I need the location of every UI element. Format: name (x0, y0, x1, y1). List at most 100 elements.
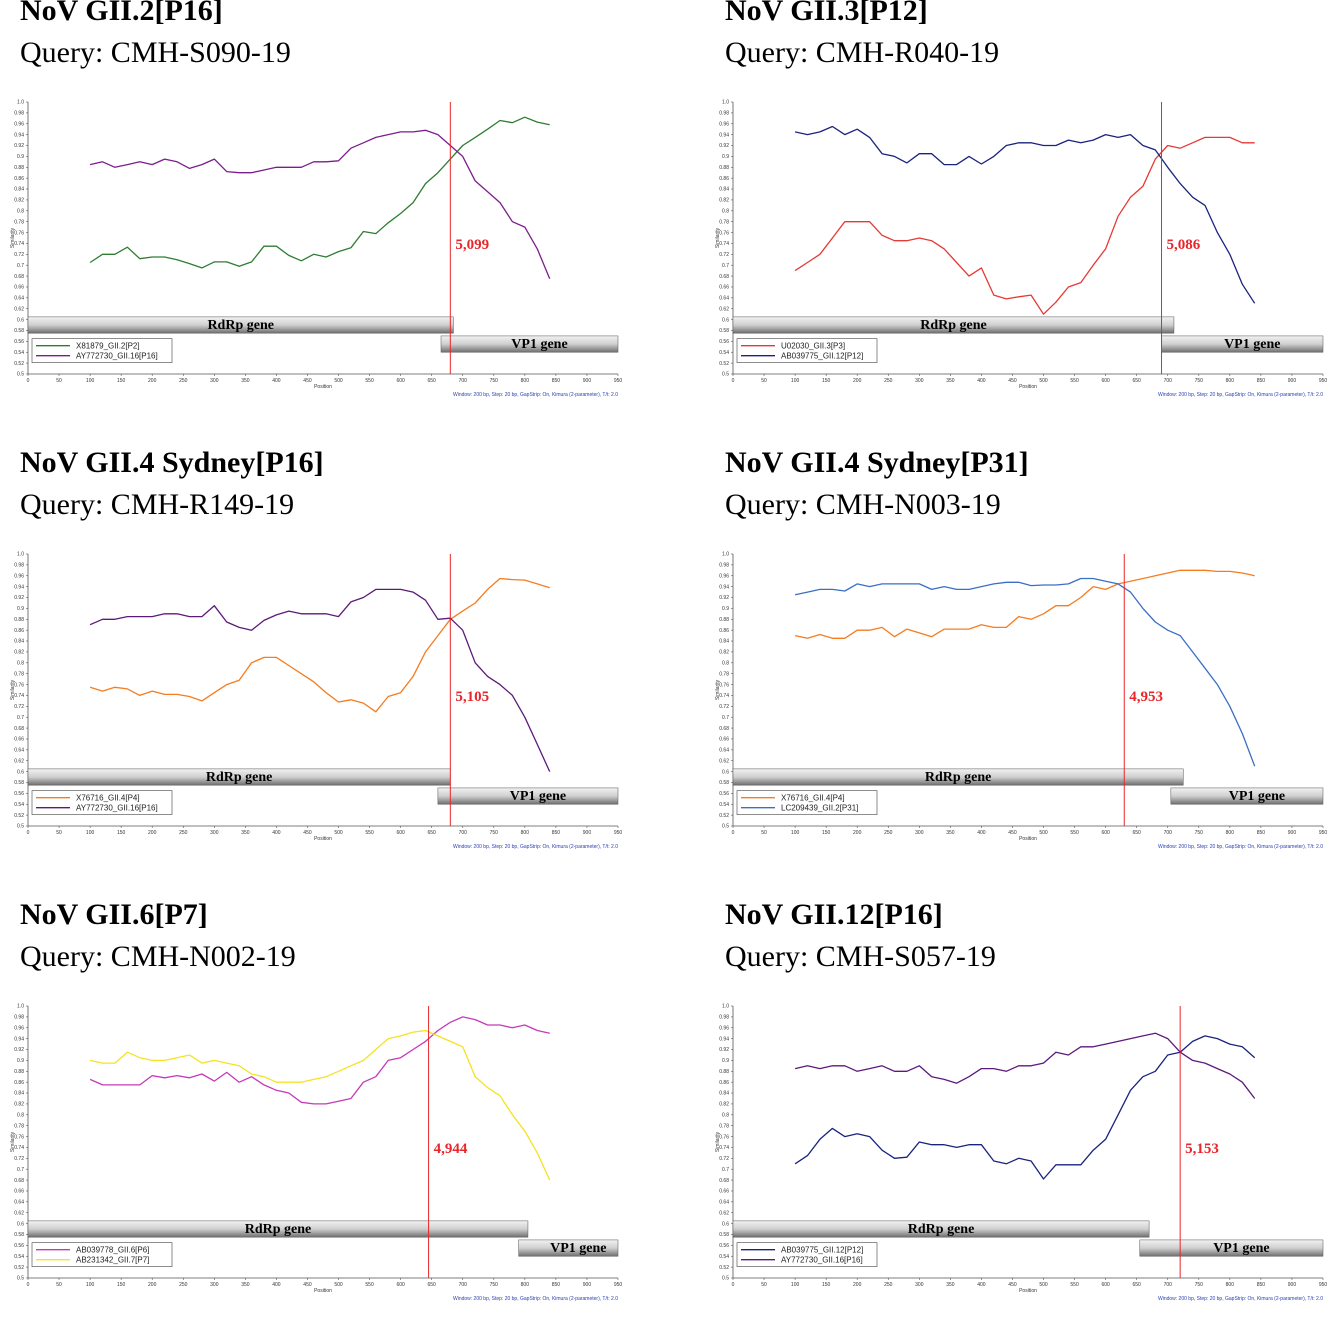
x-tick-label: 600 (396, 830, 405, 836)
window-settings-note: Window: 200 bp, Step: 20 bp, GapStrip: O… (1158, 1296, 1323, 1302)
y-tick-label: 0.58 (14, 1232, 24, 1238)
y-tick-label: 0.7 (722, 263, 729, 269)
chart-title: NoV GII.6[P7] (20, 898, 208, 931)
breakpoint-label: 5,153 (1185, 1141, 1219, 1157)
x-tick-label: 0 (27, 830, 30, 836)
y-tick-label: 0.88 (14, 165, 24, 171)
y-tick-label: 0.78 (14, 1123, 24, 1129)
chart-query: Query: CMH-S090-19 (20, 36, 291, 69)
x-tick-label: 250 (179, 378, 188, 384)
y-tick-label: 0.66 (719, 737, 729, 743)
y-tick-label: 1.0 (17, 1004, 24, 1010)
y-tick-label: 0.6 (17, 317, 24, 323)
chart-title: NoV GII.3[P12] (725, 0, 928, 27)
x-tick-label: 900 (583, 1282, 592, 1288)
y-tick-label: 0.88 (719, 1069, 729, 1075)
y-tick-label: 0.94 (719, 1036, 729, 1042)
y-tick-label: 0.96 (719, 1025, 729, 1031)
x-tick-label: 450 (303, 378, 312, 384)
y-tick-label: 0.6 (722, 1221, 729, 1227)
similarity-plot: 0.5 0.52 0.54 0.56 0.58 0.6 0.62 0.64 0.66 0.68 0.… (10, 100, 622, 398)
y-tick-label: 0.54 (14, 802, 24, 808)
y-tick-label: 0.98 (719, 563, 729, 569)
x-tick-label: 700 (459, 378, 468, 384)
series-line-2 (89, 1029, 551, 1181)
y-tick-label: 0.56 (14, 339, 24, 345)
y-tick-label: 0.96 (719, 573, 729, 579)
y-tick-label: 0.66 (719, 1189, 729, 1195)
y-tick-label: 0.66 (719, 285, 729, 291)
y-tick-label: 0.52 (719, 1265, 729, 1271)
y-tick-label: 0.94 (719, 584, 729, 590)
x-tick-label: 50 (761, 378, 767, 384)
y-tick-label: 0.66 (14, 285, 24, 291)
x-tick-label: 950 (1319, 378, 1328, 384)
legend-entry: AB231342_GII.7[P7] (76, 1256, 149, 1265)
y-tick-label: 0.98 (719, 1015, 729, 1021)
y-tick-label: 0.64 (719, 296, 729, 302)
y-tick-label: 0.82 (14, 650, 24, 656)
x-tick-label: 200 (853, 1282, 862, 1288)
y-tick-label: 0.52 (719, 361, 729, 367)
y-tick-label: 0.94 (14, 132, 24, 138)
y-tick-label: 0.78 (719, 671, 729, 677)
vp1-gene-bar (1170, 787, 1324, 805)
vp1-gene-label: VP1 gene (1224, 337, 1280, 352)
y-tick-label: 0.8 (17, 209, 24, 215)
y-tick-label: 0.64 (719, 748, 729, 754)
legend-entry: AY772730_GII.16[P16] (781, 1256, 863, 1265)
similarity-plot: 0.5 0.52 0.54 0.56 0.58 0.6 0.62 0.64 0.66 0.68 0.… (10, 1004, 623, 1302)
y-tick-label: 0.72 (14, 704, 24, 710)
series-line-2 (794, 577, 1256, 767)
series-line-2 (89, 129, 551, 280)
x-tick-label: 0 (27, 378, 30, 384)
x-tick-label: 800 (521, 1282, 530, 1288)
x-tick-label: 850 (552, 1282, 561, 1288)
chart-panel-3: NoV GII.4 Sydney[P16] Query: CMH-R149-19… (0, 446, 640, 892)
chart-query: Query: CMH-S057-19 (725, 940, 996, 973)
breakpoint-label: 5,105 (455, 689, 489, 705)
breakpoint-label: 5,099 (455, 237, 489, 253)
y-tick-label: 0.7 (722, 715, 729, 721)
x-tick-label: 0 (732, 1282, 735, 1288)
legend-entry: U02030_GII.3[P3] (781, 342, 845, 351)
legend-entry: X76716_GII.4[P4] (781, 794, 845, 803)
y-tick-label: 0.5 (722, 1276, 729, 1282)
y-tick-label: 0.92 (719, 595, 729, 601)
y-tick-label: 0.96 (14, 573, 24, 579)
series-line-2 (794, 125, 1256, 304)
x-tick-label: 500 (1039, 1282, 1048, 1288)
x-tick-label: 400 (977, 830, 986, 836)
rdrp-gene-label: RdRp gene (925, 770, 992, 785)
y-tick-label: 1.0 (17, 100, 24, 106)
y-tick-label: 1.0 (722, 1004, 729, 1010)
x-tick-label: 650 (1133, 830, 1142, 836)
x-tick-label: 850 (1257, 1282, 1266, 1288)
x-axis-title: Position (1019, 836, 1037, 842)
x-tick-label: 300 (915, 1282, 924, 1288)
y-tick-label: 0.58 (719, 1232, 729, 1238)
rdrp-gene-bar (27, 1220, 529, 1238)
y-tick-label: 0.98 (719, 111, 729, 117)
y-tick-label: 0.82 (14, 198, 24, 204)
x-tick-label: 450 (1008, 830, 1017, 836)
series-line-2 (794, 1032, 1256, 1099)
y-tick-label: 0.54 (14, 1254, 24, 1260)
x-tick-label: 400 (272, 830, 281, 836)
y-tick-label: 0.8 (722, 661, 729, 667)
window-settings-note: Window: 200 bp, Step: 20 bp, GapStrip: O… (453, 1296, 618, 1302)
y-tick-label: 0.8 (17, 1113, 24, 1119)
y-tick-label: 0.86 (719, 1080, 729, 1086)
x-tick-label: 400 (977, 378, 986, 384)
x-tick-label: 750 (1195, 1282, 1204, 1288)
x-tick-label: 950 (614, 1282, 623, 1288)
y-tick-label: 0.82 (719, 1102, 729, 1108)
y-tick-label: 0.88 (14, 617, 24, 623)
y-tick-label: 0.8 (722, 1113, 729, 1119)
vp1-gene-bar (440, 335, 619, 353)
legend-entry: AB039775_GII.12[P12] (781, 352, 863, 361)
y-tick-label: 0.56 (719, 339, 729, 345)
y-tick-label: 0.68 (719, 274, 729, 280)
x-tick-label: 950 (1319, 830, 1328, 836)
x-tick-label: 450 (1008, 378, 1017, 384)
